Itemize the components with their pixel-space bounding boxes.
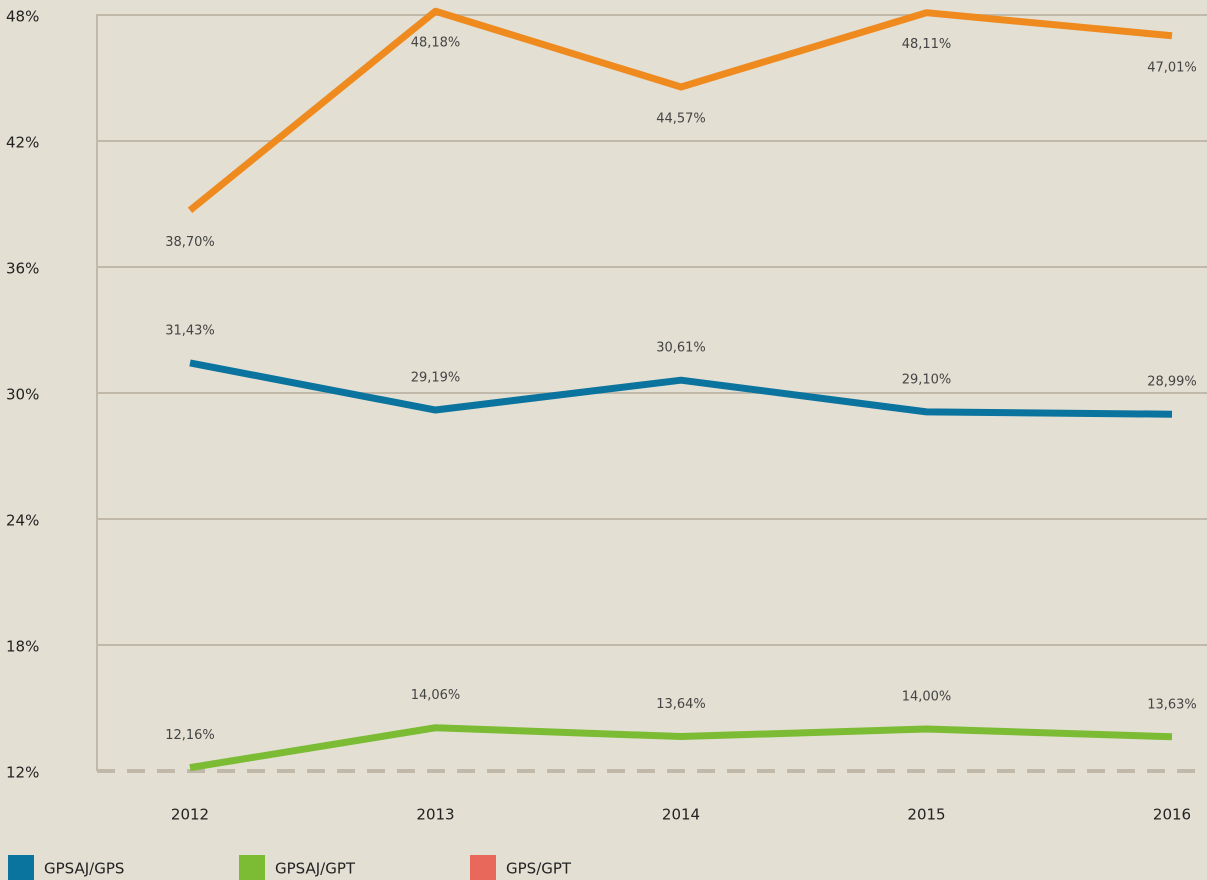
series-line (189, 724, 1173, 772)
data-label: 12,16% (165, 728, 215, 743)
y-tick-label: 12% (6, 764, 39, 782)
data-label: 13,63% (1147, 697, 1197, 712)
data-label: 47,01% (1147, 60, 1197, 75)
legend-swatch (239, 855, 265, 880)
data-label: 48,18% (411, 36, 461, 51)
data-label: 30,61% (656, 341, 706, 356)
legend-swatch (8, 855, 34, 880)
y-tick-label: 24% (6, 512, 39, 530)
y-tick-label: 36% (6, 260, 39, 278)
data-label: 14,00% (902, 690, 952, 705)
data-label: 48,11% (902, 37, 952, 52)
x-tick-label: 2012 (171, 806, 209, 824)
x-tick-label: 2016 (1153, 806, 1191, 824)
data-label: 44,57% (656, 112, 706, 127)
legend-label: GPS/GPT (506, 860, 572, 878)
legend-label: GPSAJ/GPS (44, 860, 124, 878)
legend-swatch (470, 855, 496, 880)
legend-label: GPSAJ/GPT (275, 860, 356, 878)
y-tick-label: 42% (6, 134, 39, 152)
data-label: 38,70% (165, 235, 215, 250)
data-label: 28,99% (1147, 375, 1197, 390)
y-tick-label: 30% (6, 386, 39, 404)
data-label: 14,06% (411, 688, 461, 703)
data-label: 29,10% (902, 372, 952, 387)
data-label: 31,43% (165, 323, 215, 338)
x-tick-label: 2013 (416, 806, 454, 824)
y-tick-label: 48% (6, 8, 39, 26)
series-line (187, 7, 1173, 214)
series-line (189, 359, 1173, 418)
x-tick-label: 2014 (662, 806, 700, 824)
y-tick-label: 18% (6, 638, 39, 656)
data-label: 29,19% (411, 371, 461, 386)
x-tick-label: 2015 (907, 806, 945, 824)
data-label: 13,64% (656, 697, 706, 712)
